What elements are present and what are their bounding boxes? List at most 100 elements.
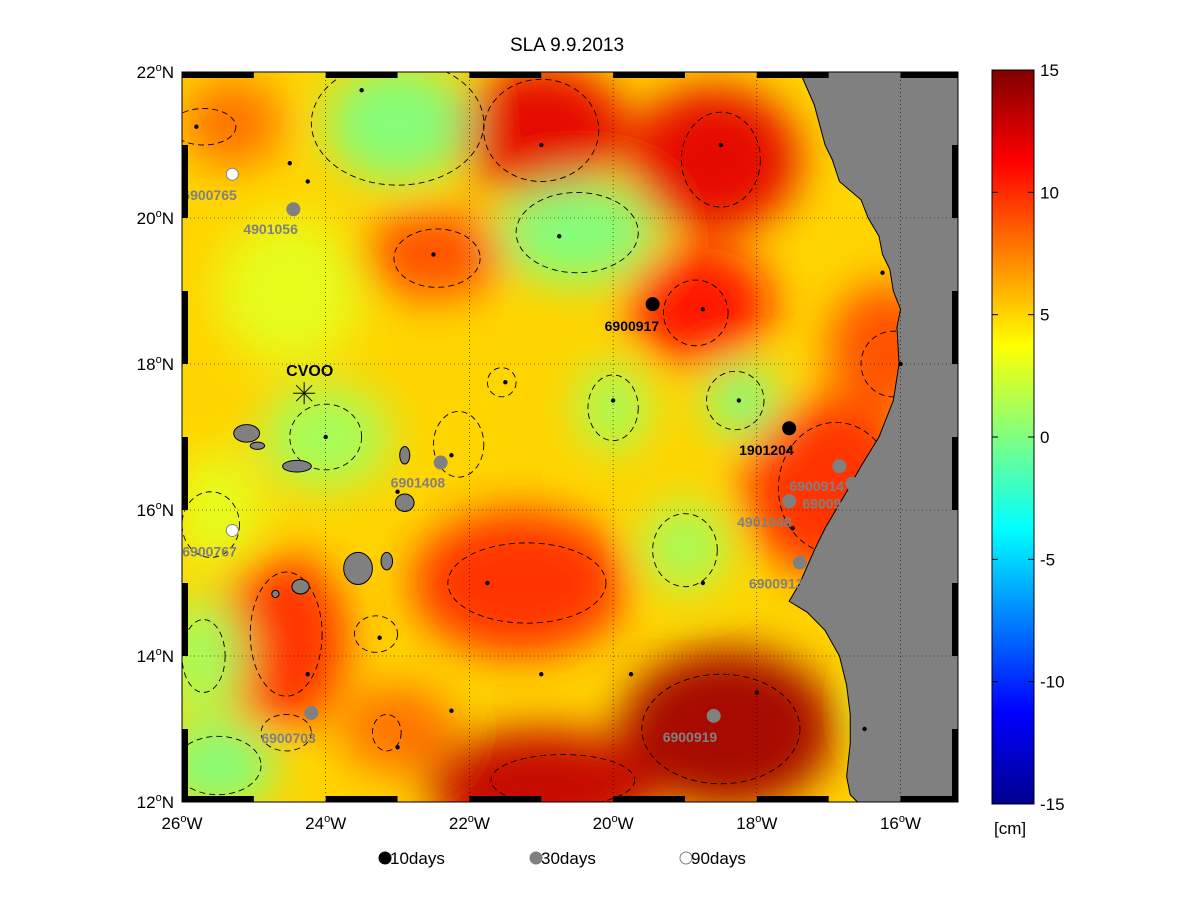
colorbar-tick-label: -15 [1040, 795, 1065, 814]
float-label: 6900703 [261, 730, 316, 746]
grid-lines [182, 72, 958, 802]
float-marker-6901408 [433, 455, 448, 470]
sla-anomaly [627, 86, 800, 233]
extremum-marker [610, 398, 616, 403]
frame-stripe [756, 796, 829, 802]
lon-tick-label: 22oW [449, 813, 490, 833]
lat-tick-deg: 22 [137, 63, 156, 82]
float-marker-6900919 [706, 708, 721, 723]
sla-contour [433, 410, 485, 478]
extremum-marker [431, 252, 436, 257]
float-label: 4901056 [243, 221, 298, 237]
sla-contour [182, 108, 237, 146]
float-marker-6900767 [225, 523, 239, 537]
extremum-marker [736, 398, 742, 403]
frame-stripe [469, 72, 542, 78]
sla-anomaly [627, 247, 772, 364]
float-label: 6900919 [663, 729, 718, 745]
extremum-marker [539, 672, 544, 677]
lat-tick-deg: 18 [137, 355, 156, 374]
lat-tick-degree: o [156, 500, 162, 512]
extremum-marker [305, 672, 310, 677]
float-label: 1901204 [739, 442, 794, 458]
frame-stripe [756, 72, 829, 78]
sla-anomaly [182, 79, 283, 167]
frame-stripe [182, 291, 188, 364]
extremum-marker [377, 635, 382, 640]
map-title: SLA 9.9.2013 [510, 35, 624, 56]
legend: 10days 30days 90days [378, 849, 746, 868]
cvoo-cross-d2 [295, 384, 313, 402]
colorbar-tick-label: -10 [1040, 673, 1065, 692]
sla-contour [371, 713, 402, 752]
plot-area: CVOO 6900917 1901204 4901056 6901408 6900703 6… [137, 62, 959, 833]
lon-tick-hemi: W [761, 814, 777, 833]
float-marker-6900913 [792, 555, 807, 570]
legend-marker-30days [529, 851, 543, 865]
extremum-marker [880, 270, 885, 275]
lat-tick-label: 14oN [137, 646, 174, 666]
float-label: 6900918 [802, 496, 857, 512]
float-marker-6900918 [845, 476, 860, 491]
extremum-marker [790, 526, 795, 531]
lon-tick-label: 16oW [880, 813, 921, 833]
lon-tick-deg: 18 [736, 814, 755, 833]
lon-tick-deg: 20 [593, 814, 612, 833]
float-label: 6901408 [391, 475, 446, 491]
float-label: 6900914 [789, 478, 844, 494]
cvoo-station-marker [293, 382, 316, 405]
float-marker-6900914 [832, 459, 847, 474]
plot-clip [182, 72, 958, 802]
legend-label: 10days [390, 849, 445, 868]
extremum-marker [700, 580, 706, 586]
frame-stripe [182, 437, 188, 510]
lat-tick-degree: o [156, 354, 162, 366]
lon-tick-label: 18oW [736, 813, 777, 833]
sla-contour [680, 111, 761, 208]
lon-tick-hemi: W [474, 814, 490, 833]
sla-anomaly [498, 181, 657, 284]
colorbar: 15 10 5 0 -5 -10 -15 [cm] [991, 61, 1065, 838]
frame-stripe [952, 729, 958, 802]
sla-anomaly [426, 729, 657, 802]
map-frame-stripes [182, 72, 958, 802]
sla-contour [260, 713, 312, 752]
colorbar-tick-label: 10 [1040, 183, 1059, 202]
lat-tick-degree: o [156, 792, 162, 804]
lat-tick-label: 22oN [137, 62, 174, 82]
extremum-marker [287, 161, 292, 166]
sla-anomaly [340, 685, 456, 773]
frame-stripe [900, 796, 958, 802]
lat-tick-hemi: N [162, 501, 174, 520]
extremum-marker [305, 179, 310, 184]
sla-anomaly [455, 72, 628, 197]
frame-stripe [469, 796, 542, 802]
colorbar-unit: [cm] [994, 819, 1026, 838]
float-marker-6900917 [645, 297, 660, 312]
island [233, 424, 261, 443]
lon-tick-degree: o [324, 813, 330, 825]
lon-tick-hemi: W [905, 814, 921, 833]
lat-tick-hemi: N [162, 355, 174, 374]
lon-tick-degree: o [755, 813, 761, 825]
extremum-marker [754, 690, 760, 695]
lon-tick-deg: 24 [305, 814, 324, 833]
island [380, 551, 394, 571]
sla-anomaly [325, 72, 470, 182]
lon-tick-degree: o [899, 813, 905, 825]
sla-contour [182, 619, 226, 693]
legend-label: 30days [541, 849, 596, 868]
legend-marker-10days [378, 851, 392, 865]
float-marker-6900703 [304, 705, 319, 720]
extremum-marker [194, 124, 199, 129]
extremum-marker [539, 142, 544, 148]
colorbar-tick-label: 5 [1040, 306, 1049, 325]
colorbar-tick-label: 0 [1040, 428, 1049, 447]
frame-stripe [952, 437, 958, 510]
lat-tick-degree: o [156, 62, 162, 74]
colorbar-gradient [991, 69, 1035, 805]
sla-contour [490, 754, 636, 802]
sla-contour [662, 279, 729, 347]
lat-tick-label: 18oN [137, 354, 174, 374]
